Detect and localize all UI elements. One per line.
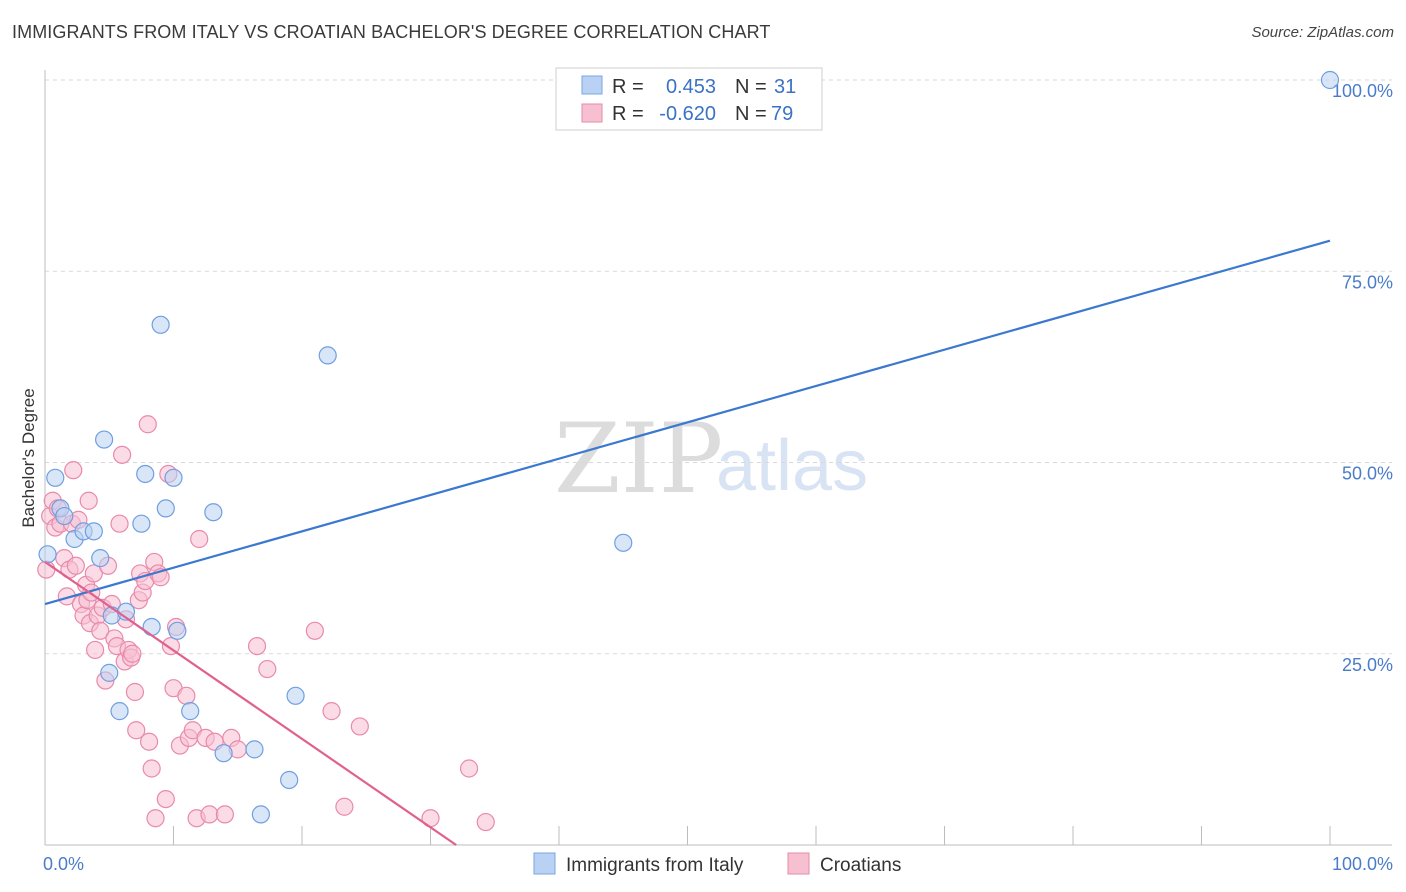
x-tick-label-min: 0.0% xyxy=(43,854,84,874)
italy-point xyxy=(1320,70,1340,90)
italy-point xyxy=(55,506,74,526)
bottom-legend: Immigrants from Italy Croatians xyxy=(533,852,901,876)
croatians-point xyxy=(112,445,132,464)
watermark-zip: ZIP xyxy=(554,403,723,515)
croatians-point xyxy=(258,659,277,679)
italy-point xyxy=(214,744,233,763)
croatians-point xyxy=(476,812,495,832)
croatians-point xyxy=(335,797,354,816)
y-tick-labels: 25.0% 50.0% 75.0% 100.0% xyxy=(1332,81,1393,675)
grid-lines xyxy=(45,79,1392,655)
italy-point xyxy=(156,499,175,518)
bottom-legend-swatch-croatians xyxy=(787,852,810,875)
italy-point xyxy=(151,315,170,334)
italy-point xyxy=(286,686,305,705)
croatians-point xyxy=(190,529,209,549)
x-tick-labels: 0.0% 100.0% xyxy=(43,854,1393,874)
croatians-point xyxy=(139,732,159,751)
italy-point xyxy=(110,702,129,721)
bottom-legend-label-croatians: Croatians xyxy=(820,855,901,876)
y-tick-label: 25.0% xyxy=(1342,655,1393,675)
legend-r-label-italy: R = xyxy=(612,76,644,98)
y-tick-label: 100.0% xyxy=(1332,81,1393,101)
italy-point xyxy=(614,533,633,552)
croatians-point xyxy=(177,686,196,705)
croatians-point xyxy=(125,682,145,702)
croatians-point xyxy=(459,759,479,778)
legend: R = 0.453 N = 31 R = -0.620 N = 79 xyxy=(555,67,823,131)
trend-line-croatians xyxy=(44,561,457,846)
croatians-point xyxy=(79,491,98,510)
source-label: Source: ZipAtlas.com xyxy=(1251,24,1394,41)
italy-point xyxy=(204,503,223,522)
legend-r-value-italy: 0.453 xyxy=(666,76,716,98)
italy-point xyxy=(318,346,337,365)
croatians-point xyxy=(66,556,85,575)
legend-r-label-croatians: R = xyxy=(612,103,644,125)
italy-point xyxy=(132,514,151,533)
croatians-point xyxy=(146,809,165,828)
x-tick-label-max: 100.0% xyxy=(1332,854,1393,874)
axes xyxy=(44,70,1392,846)
italy-point xyxy=(38,545,57,564)
croatians-point xyxy=(247,636,267,656)
bottom-legend-label-italy: Immigrants from Italy xyxy=(566,855,744,876)
croatians-point xyxy=(305,621,324,640)
trend-lines xyxy=(44,239,1331,846)
italy-point xyxy=(245,740,264,759)
watermark: ZIP atlas xyxy=(554,403,868,515)
y-axis-label: Bachelor's Degree xyxy=(19,388,38,527)
croatians-point xyxy=(64,461,83,480)
croatians-point xyxy=(138,415,157,434)
legend-n-label-italy: N = xyxy=(735,76,767,98)
chart-title: IMMIGRANTS FROM ITALY VS CROATIAN BACHEL… xyxy=(12,22,771,42)
croatians-point xyxy=(110,514,129,533)
italy-point xyxy=(91,549,110,568)
croatians-point xyxy=(127,721,146,740)
legend-r-value-croatians: -0.620 xyxy=(659,103,716,125)
croatians-point xyxy=(86,640,105,660)
italy-point xyxy=(181,702,200,721)
croatians-point xyxy=(350,717,369,736)
bottom-legend-swatch-italy xyxy=(533,852,556,875)
croatians-point xyxy=(322,702,341,721)
croatians-point xyxy=(200,805,219,824)
croatians-point xyxy=(156,789,175,809)
italy-point xyxy=(168,621,187,640)
croatians-point xyxy=(215,805,234,824)
italy-point xyxy=(100,663,119,682)
legend-n-value-italy: 31 xyxy=(774,76,796,98)
croatians-point xyxy=(142,759,161,778)
legend-swatch-italy xyxy=(581,75,603,95)
y-tick-label: 75.0% xyxy=(1342,272,1393,292)
series-croatians-points xyxy=(37,415,495,832)
legend-n-label-croatians: N = xyxy=(735,103,767,125)
italy-point xyxy=(251,805,270,824)
italy-point xyxy=(164,468,183,487)
legend-n-value-croatians: 79 xyxy=(771,103,793,125)
watermark-atlas: atlas xyxy=(716,426,868,506)
croatians-point xyxy=(123,644,142,663)
italy-point xyxy=(95,430,114,449)
italy-point xyxy=(280,770,299,790)
italy-point xyxy=(142,617,161,637)
trend-line-italy xyxy=(44,239,1331,606)
italy-point xyxy=(136,464,155,484)
legend-swatch-croatians xyxy=(581,103,603,123)
croatians-point xyxy=(91,621,110,640)
y-tick-label: 50.0% xyxy=(1342,464,1393,484)
italy-point xyxy=(46,468,65,487)
croatians-point xyxy=(84,564,103,583)
italy-point xyxy=(84,522,103,541)
